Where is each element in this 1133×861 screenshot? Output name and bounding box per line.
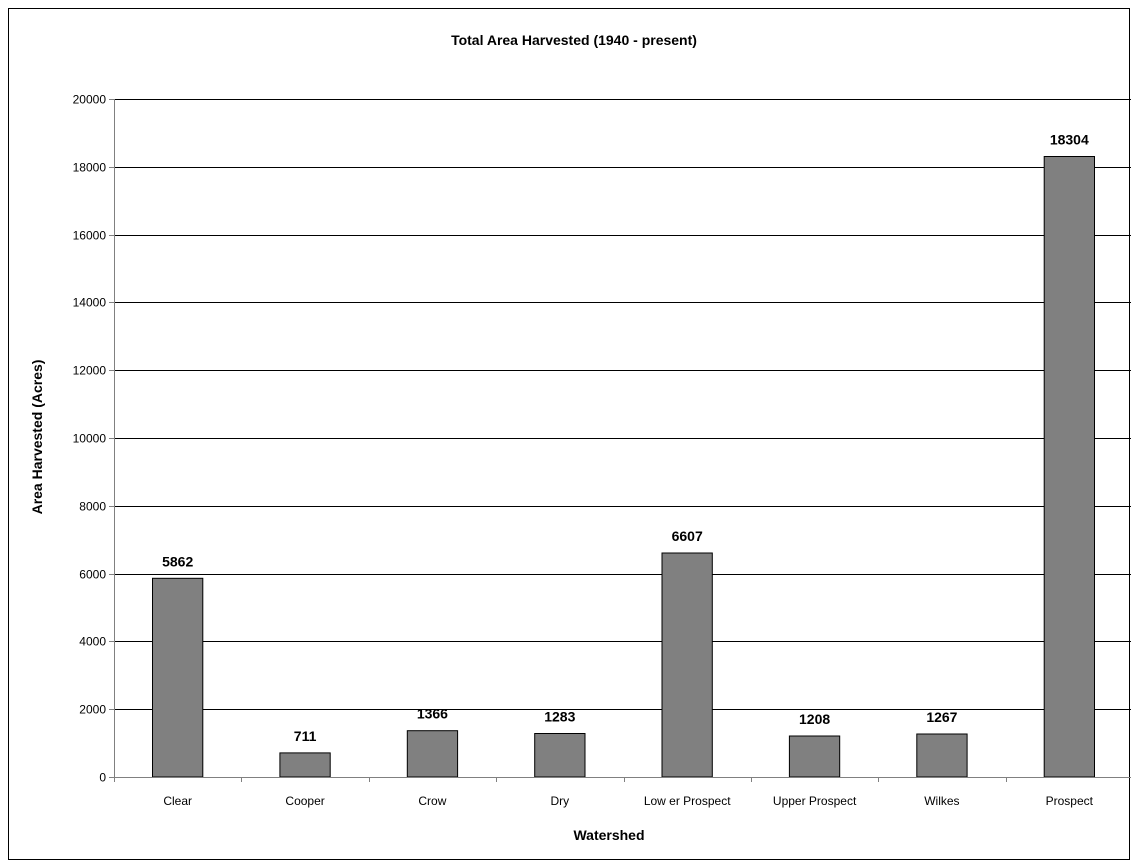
y-tick-label: 6000 (79, 568, 106, 582)
bar (788, 735, 841, 778)
axes (109, 99, 1131, 782)
data-label: 6607 (672, 528, 703, 544)
bar (1043, 156, 1095, 778)
gridlines (114, 99, 1131, 710)
x-tick-label: Dry (550, 794, 569, 808)
x-tick-label: Wilkes (924, 794, 959, 808)
y-tick-label: 8000 (79, 500, 106, 514)
data-label: 1208 (799, 711, 830, 727)
bars (152, 156, 1095, 778)
bar (661, 552, 713, 778)
chart-frame: Total Area Harvested (1940 - present) 0 2… (8, 8, 1131, 860)
data-label: 1267 (926, 709, 957, 725)
y-tick-label: 16000 (73, 229, 107, 243)
bar (916, 733, 968, 778)
y-tick-label: 0 (99, 771, 106, 785)
y-tick-label: 20000 (73, 93, 107, 107)
data-label: 1283 (544, 709, 575, 725)
data-label: 711 (294, 728, 317, 744)
x-tick-label: Low er Prospect (644, 794, 731, 808)
x-axis-title: Watershed (573, 827, 644, 843)
x-tick-label: Cooper (285, 794, 324, 808)
y-tick-label: 10000 (73, 432, 107, 446)
x-tick-label: Clear (163, 794, 192, 808)
x-tick-label: Upper Prospect (773, 794, 857, 808)
bar (406, 730, 459, 778)
bar (152, 577, 204, 778)
bar-chart: Total Area Harvested (1940 - present) 0 2… (29, 32, 1131, 843)
data-label: 5862 (162, 553, 193, 569)
data-label: 1366 (417, 706, 448, 722)
bar (279, 752, 331, 778)
y-tick-label: 14000 (73, 296, 107, 310)
chart-title: Total Area Harvested (1940 - present) (451, 32, 697, 48)
y-tick-label: 12000 (73, 364, 107, 378)
y-tick-label: 2000 (79, 703, 106, 717)
x-tick-label: Prospect (1046, 794, 1094, 808)
labels: 0 2000 4000 6000 8000 10000 12000 14000 16000 180… (73, 93, 1094, 809)
bar (534, 733, 586, 778)
y-axis-title: Area Harvested (Acres) (29, 360, 45, 515)
y-tick-label: 18000 (73, 161, 107, 175)
y-tick-label: 4000 (79, 635, 106, 649)
data-label: 18304 (1050, 132, 1089, 148)
x-tick-label: Crow (418, 794, 446, 808)
